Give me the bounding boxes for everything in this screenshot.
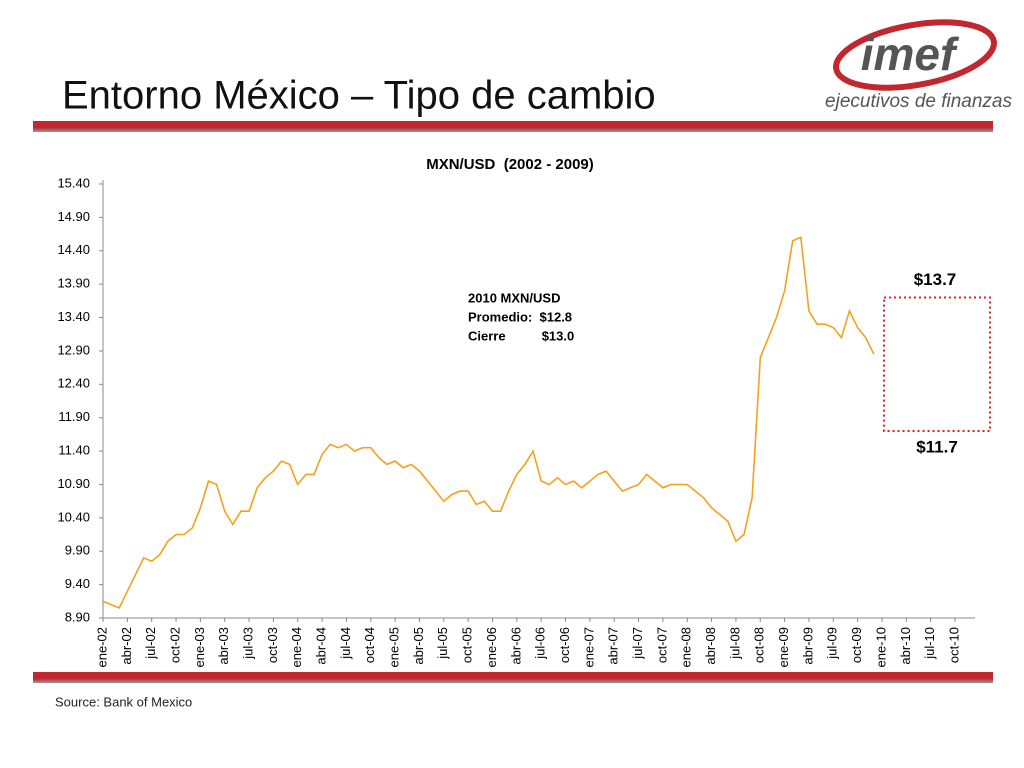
y-tick-label: 12.90 (57, 342, 90, 357)
logo: imef (861, 28, 960, 80)
x-tick-label: abr-06 (508, 627, 523, 665)
x-tick-label: jul-08 (727, 627, 742, 660)
x-tick-label: abr-09 (800, 627, 815, 665)
x-tick-label: ene-04 (289, 627, 304, 667)
annotation: Promedio: $12.8 (468, 309, 572, 324)
x-tick-label: jul-09 (825, 627, 840, 660)
annotation: 2010 MXN/USD (468, 290, 560, 305)
y-tick-label: 10.90 (57, 476, 90, 491)
x-tick-label: oct-03 (265, 627, 280, 663)
y-tick-label: 9.40 (65, 576, 90, 591)
series-line (102, 236, 875, 610)
y-tick-label: 15.40 (57, 175, 90, 190)
y-tick-label: 8.90 (65, 609, 90, 624)
y-tick-label: 13.40 (57, 309, 90, 324)
x-tick-label: jul-03 (240, 627, 255, 660)
x-tick-label: oct-02 (167, 627, 182, 663)
logo-swoosh (833, 19, 997, 91)
y-tick-label: 10.40 (57, 509, 90, 524)
x-tick-label: abr-02 (119, 627, 134, 665)
x-tick-label: abr-04 (314, 627, 329, 665)
source: Source: Bank of Mexico (55, 694, 192, 709)
x-tick-label: oct-09 (849, 627, 864, 663)
x-tick-label: ene-05 (387, 627, 402, 667)
x-tick-label: jul-02 (143, 627, 158, 660)
x-tick-label: jul-10 (922, 627, 937, 660)
y-tick-label: 14.40 (57, 242, 90, 257)
x-tick-label: oct-10 (946, 627, 961, 663)
x-tick-label: jul-04 (338, 627, 353, 660)
x-tick-label: ene-10 (873, 627, 888, 667)
y-tick-label: 13.90 (57, 276, 90, 291)
y-tick-label: 14.90 (57, 209, 90, 224)
y-tick-label: 9.90 (65, 543, 90, 558)
y-tick-label: 11.40 (58, 443, 90, 458)
logo-tagline: ejecutivos de finanzas (825, 91, 1012, 112)
x-tick-label: abr-05 (411, 627, 426, 665)
x-tick-label: oct-07 (654, 627, 669, 663)
x-tick-label: abr-07 (606, 627, 621, 665)
x-tick-label: ene-03 (192, 627, 207, 667)
range-label: $11.7 (916, 438, 958, 457)
x-tick-label: abr-03 (216, 627, 231, 665)
chart-title: MXN/USD (2002 - 2009) (426, 156, 594, 173)
x-tick-label: ene-02 (94, 627, 109, 667)
x-tick-label: jul-05 (435, 627, 450, 660)
y-tick-label: 11.90 (58, 409, 90, 424)
y-tick-label: 12.40 (57, 376, 90, 391)
annotation: Cierre $13.0 (468, 328, 574, 343)
x-tick-label: ene-08 (679, 627, 694, 667)
x-tick-label: abr-08 (703, 627, 718, 665)
range-label: $13.7 (914, 270, 957, 289)
divider (33, 672, 993, 683)
x-tick-label: ene-09 (776, 627, 791, 667)
x-tick-label: oct-08 (752, 627, 767, 663)
divider (33, 121, 993, 132)
x-tick-label: oct-04 (362, 627, 377, 663)
x-tick-label: oct-06 (557, 627, 572, 663)
x-tick-label: jul-06 (533, 627, 548, 660)
x-tick-label: ene-07 (581, 627, 596, 667)
x-tick-label: oct-05 (460, 627, 475, 663)
slide-title: Entorno México – Tipo de cambio (62, 74, 656, 118)
x-tick-label: jul-07 (630, 627, 645, 660)
x-tick-label: ene-06 (484, 627, 499, 667)
x-tick-label: abr-10 (898, 627, 913, 665)
